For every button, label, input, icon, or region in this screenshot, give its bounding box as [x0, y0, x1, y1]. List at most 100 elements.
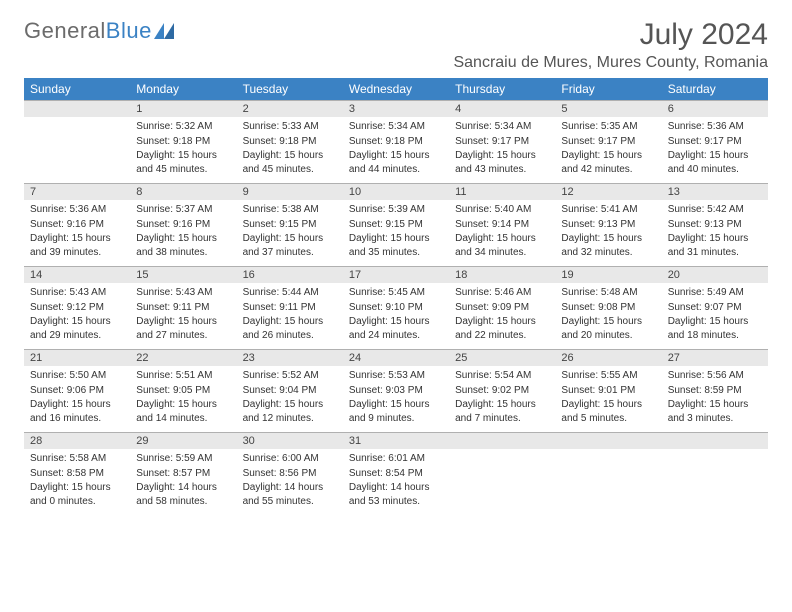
day-data-cell: Sunrise: 5:48 AMSunset: 9:08 PMDaylight:…: [555, 283, 661, 350]
daylight-text: Daylight: 15 hours and 0 minutes.: [30, 481, 124, 508]
header: GeneralBlue July 2024 Sancraiu de Mures,…: [24, 18, 768, 72]
daylight-text: Daylight: 15 hours and 42 minutes.: [561, 149, 655, 176]
daylight-text: Daylight: 15 hours and 45 minutes.: [243, 149, 337, 176]
sunrise-text: Sunrise: 5:49 AM: [668, 286, 762, 300]
day-data-cell: Sunrise: 5:33 AMSunset: 9:18 PMDaylight:…: [237, 117, 343, 184]
day-data-cell: Sunrise: 6:00 AMSunset: 8:56 PMDaylight:…: [237, 449, 343, 515]
daylight-text: Daylight: 15 hours and 44 minutes.: [349, 149, 443, 176]
day-number-cell: 26: [555, 350, 661, 367]
weekday-header: Friday: [555, 78, 661, 101]
sunset-text: Sunset: 9:02 PM: [455, 384, 549, 398]
sunset-text: Sunset: 9:04 PM: [243, 384, 337, 398]
sunrise-text: Sunrise: 5:41 AM: [561, 203, 655, 217]
daylight-text: Daylight: 15 hours and 9 minutes.: [349, 398, 443, 425]
sunset-text: Sunset: 9:18 PM: [243, 135, 337, 149]
sunrise-text: Sunrise: 5:53 AM: [349, 369, 443, 383]
day-number-cell: 27: [662, 350, 768, 367]
day-number-cell: 17: [343, 267, 449, 284]
daylight-text: Daylight: 14 hours and 53 minutes.: [349, 481, 443, 508]
day-data-cell: Sunrise: 5:56 AMSunset: 8:59 PMDaylight:…: [662, 366, 768, 433]
sunset-text: Sunset: 9:10 PM: [349, 301, 443, 315]
day-number-cell: [662, 433, 768, 450]
day-data-cell: Sunrise: 5:52 AMSunset: 9:04 PMDaylight:…: [237, 366, 343, 433]
weekday-header: Tuesday: [237, 78, 343, 101]
daylight-text: Daylight: 15 hours and 34 minutes.: [455, 232, 549, 259]
weekday-header-row: Sunday Monday Tuesday Wednesday Thursday…: [24, 78, 768, 101]
day-data-cell: Sunrise: 5:35 AMSunset: 9:17 PMDaylight:…: [555, 117, 661, 184]
logo-text-1: General: [24, 18, 106, 44]
day-number-row: 21222324252627: [24, 350, 768, 367]
day-data-cell: Sunrise: 5:55 AMSunset: 9:01 PMDaylight:…: [555, 366, 661, 433]
day-data-cell: Sunrise: 5:36 AMSunset: 9:17 PMDaylight:…: [662, 117, 768, 184]
day-number-cell: 1: [130, 101, 236, 118]
sunset-text: Sunset: 9:17 PM: [561, 135, 655, 149]
day-number-row: 14151617181920: [24, 267, 768, 284]
day-data-cell: Sunrise: 5:41 AMSunset: 9:13 PMDaylight:…: [555, 200, 661, 267]
sunrise-text: Sunrise: 5:34 AM: [455, 120, 549, 134]
sunrise-text: Sunrise: 5:58 AM: [30, 452, 124, 466]
day-data-cell: [555, 449, 661, 515]
day-number-cell: 4: [449, 101, 555, 118]
day-number-cell: 19: [555, 267, 661, 284]
sunset-text: Sunset: 8:58 PM: [30, 467, 124, 481]
sunset-text: Sunset: 9:17 PM: [455, 135, 549, 149]
sunrise-text: Sunrise: 5:59 AM: [136, 452, 230, 466]
day-number-row: 78910111213: [24, 184, 768, 201]
day-number-cell: 5: [555, 101, 661, 118]
day-data-row: Sunrise: 5:36 AMSunset: 9:16 PMDaylight:…: [24, 200, 768, 267]
sunrise-text: Sunrise: 5:34 AM: [349, 120, 443, 134]
sunset-text: Sunset: 8:57 PM: [136, 467, 230, 481]
day-data-cell: Sunrise: 5:58 AMSunset: 8:58 PMDaylight:…: [24, 449, 130, 515]
sunset-text: Sunset: 9:18 PM: [136, 135, 230, 149]
day-number-cell: 3: [343, 101, 449, 118]
sunrise-text: Sunrise: 5:52 AM: [243, 369, 337, 383]
day-number-cell: 24: [343, 350, 449, 367]
sunrise-text: Sunrise: 5:43 AM: [30, 286, 124, 300]
day-number-cell: 6: [662, 101, 768, 118]
day-number-cell: 14: [24, 267, 130, 284]
day-data-cell: Sunrise: 5:43 AMSunset: 9:12 PMDaylight:…: [24, 283, 130, 350]
day-data-cell: Sunrise: 5:51 AMSunset: 9:05 PMDaylight:…: [130, 366, 236, 433]
day-number-cell: 10: [343, 184, 449, 201]
day-number-row: 123456: [24, 101, 768, 118]
day-data-cell: Sunrise: 5:37 AMSunset: 9:16 PMDaylight:…: [130, 200, 236, 267]
day-data-cell: [24, 117, 130, 184]
day-data-cell: Sunrise: 5:59 AMSunset: 8:57 PMDaylight:…: [130, 449, 236, 515]
sunset-text: Sunset: 9:13 PM: [561, 218, 655, 232]
sunrise-text: Sunrise: 5:36 AM: [30, 203, 124, 217]
sunrise-text: Sunrise: 5:43 AM: [136, 286, 230, 300]
daylight-text: Daylight: 15 hours and 35 minutes.: [349, 232, 443, 259]
day-number-cell: 31: [343, 433, 449, 450]
day-data-cell: Sunrise: 5:53 AMSunset: 9:03 PMDaylight:…: [343, 366, 449, 433]
sunrise-text: Sunrise: 5:36 AM: [668, 120, 762, 134]
sunrise-text: Sunrise: 5:35 AM: [561, 120, 655, 134]
day-data-cell: Sunrise: 5:34 AMSunset: 9:17 PMDaylight:…: [449, 117, 555, 184]
day-number-cell: 30: [237, 433, 343, 450]
sunrise-text: Sunrise: 5:44 AM: [243, 286, 337, 300]
daylight-text: Daylight: 15 hours and 45 minutes.: [136, 149, 230, 176]
daylight-text: Daylight: 15 hours and 5 minutes.: [561, 398, 655, 425]
day-data-cell: Sunrise: 5:46 AMSunset: 9:09 PMDaylight:…: [449, 283, 555, 350]
day-data-cell: Sunrise: 5:34 AMSunset: 9:18 PMDaylight:…: [343, 117, 449, 184]
day-data-cell: [449, 449, 555, 515]
day-data-row: Sunrise: 5:50 AMSunset: 9:06 PMDaylight:…: [24, 366, 768, 433]
day-number-cell: 29: [130, 433, 236, 450]
sunrise-text: Sunrise: 5:50 AM: [30, 369, 124, 383]
daylight-text: Daylight: 14 hours and 58 minutes.: [136, 481, 230, 508]
day-data-cell: Sunrise: 5:44 AMSunset: 9:11 PMDaylight:…: [237, 283, 343, 350]
sunrise-text: Sunrise: 5:54 AM: [455, 369, 549, 383]
daylight-text: Daylight: 15 hours and 40 minutes.: [668, 149, 762, 176]
page-title: July 2024: [453, 18, 768, 52]
day-data-row: Sunrise: 5:32 AMSunset: 9:18 PMDaylight:…: [24, 117, 768, 184]
day-data-cell: Sunrise: 5:54 AMSunset: 9:02 PMDaylight:…: [449, 366, 555, 433]
sunset-text: Sunset: 9:03 PM: [349, 384, 443, 398]
day-data-row: Sunrise: 5:43 AMSunset: 9:12 PMDaylight:…: [24, 283, 768, 350]
day-number-cell: 22: [130, 350, 236, 367]
logo-text-2: Blue: [106, 18, 152, 44]
day-data-cell: Sunrise: 5:50 AMSunset: 9:06 PMDaylight:…: [24, 366, 130, 433]
daylight-text: Daylight: 15 hours and 31 minutes.: [668, 232, 762, 259]
day-number-cell: 18: [449, 267, 555, 284]
sunrise-text: Sunrise: 5:56 AM: [668, 369, 762, 383]
day-data-cell: Sunrise: 5:42 AMSunset: 9:13 PMDaylight:…: [662, 200, 768, 267]
daylight-text: Daylight: 15 hours and 3 minutes.: [668, 398, 762, 425]
